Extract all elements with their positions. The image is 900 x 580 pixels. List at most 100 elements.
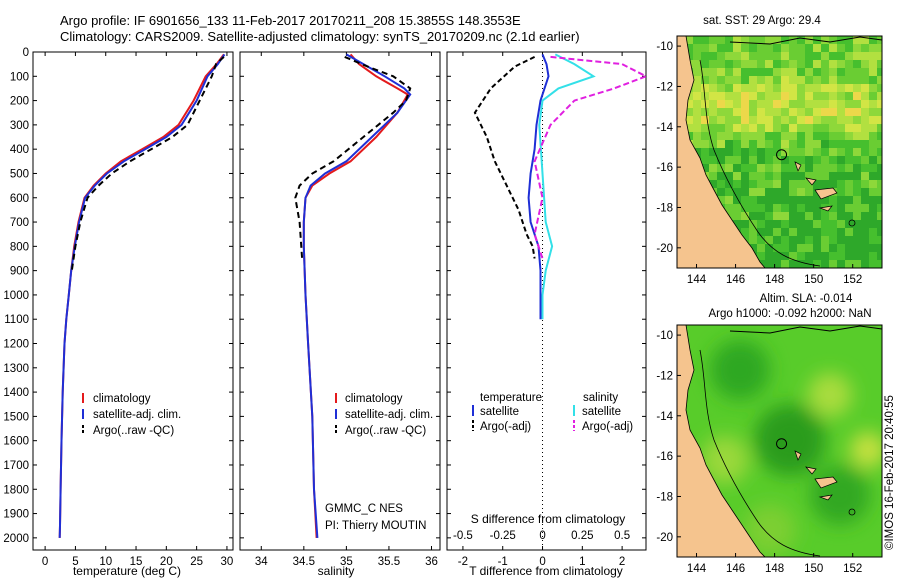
depth-tick-label: 200 — [10, 96, 29, 108]
sst-cell — [701, 108, 709, 116]
sst-cell — [709, 164, 717, 172]
sst-cell — [781, 92, 789, 100]
sst-cell — [765, 172, 773, 180]
argo-position-marker — [776, 149, 788, 161]
sst-cell — [869, 108, 877, 116]
sst-cell — [789, 220, 797, 228]
sst-cell — [741, 76, 749, 84]
sst-cell — [837, 156, 845, 164]
sst-cell — [853, 196, 861, 204]
diff-legend-t-argo-label: Argo(-adj) — [480, 421, 531, 433]
sst-cell — [749, 212, 757, 220]
sst-cell — [789, 236, 797, 244]
sst-cell — [837, 172, 845, 180]
sst-cell — [693, 76, 701, 84]
sst-cell — [781, 100, 789, 108]
sst-cell — [733, 212, 741, 220]
sst-cell — [869, 220, 877, 228]
sst-cell — [733, 68, 741, 76]
sst-cell — [853, 212, 861, 220]
sla-blob — [744, 504, 796, 556]
sst-cell — [709, 172, 717, 180]
sst-cell — [765, 252, 773, 260]
sst-cell — [725, 116, 733, 124]
sst-cell — [837, 188, 845, 196]
sst-cell — [717, 188, 725, 196]
sst-cell — [869, 164, 877, 172]
sst-cell — [845, 36, 853, 44]
sst-cell — [693, 108, 701, 116]
sst-cell — [717, 148, 725, 156]
sst-cell — [765, 204, 773, 212]
lat-tick-label: -10 — [656, 41, 673, 53]
depth-tick-label: 800 — [10, 241, 29, 253]
sst-cell — [773, 100, 781, 108]
sst-cell — [765, 132, 773, 140]
sst-cell — [829, 84, 837, 92]
sst-cell — [741, 220, 749, 228]
sst-cell — [773, 228, 781, 236]
sst-cell — [741, 180, 749, 188]
sla-blob — [701, 436, 749, 484]
sst-cell — [829, 236, 837, 244]
sst-cell — [821, 172, 829, 180]
sst-cell — [733, 220, 741, 228]
sst-cell — [733, 196, 741, 204]
sst-cell — [821, 132, 829, 140]
sst-cell — [829, 116, 837, 124]
sst-cell — [805, 148, 813, 156]
sst-cell — [845, 116, 853, 124]
sst-cell — [829, 100, 837, 108]
sst-cell — [821, 124, 829, 132]
sst-cell — [717, 36, 725, 44]
sla-blob — [808, 373, 852, 417]
sst-cell — [709, 52, 717, 60]
sst-cell — [725, 76, 733, 84]
sst-cell — [789, 180, 797, 188]
sst-cell — [765, 44, 773, 52]
sst-cell — [789, 92, 797, 100]
sst-cell — [877, 108, 882, 116]
sst-cell — [693, 84, 701, 92]
x-tick-label: 35.5 — [378, 556, 400, 568]
sst-cell — [877, 132, 882, 140]
s-tick-label: -0.5 — [453, 530, 473, 542]
sst-cell — [693, 132, 701, 140]
sst-cell — [797, 68, 805, 76]
sst-cell — [757, 36, 765, 44]
sst-cell — [749, 204, 757, 212]
sst-cell — [821, 180, 829, 188]
sst-cell — [797, 244, 805, 252]
sst-cell — [733, 100, 741, 108]
sst-cell — [853, 156, 861, 164]
sst-cell — [757, 212, 765, 220]
sst-cell — [693, 140, 701, 148]
sst-cell — [869, 68, 877, 76]
sst-cell — [877, 60, 882, 68]
sst-cell — [749, 172, 757, 180]
salinity-plot-frame — [239, 51, 441, 551]
sst-cell — [853, 116, 861, 124]
sst-cell — [725, 52, 733, 60]
sst-cell — [789, 36, 797, 44]
sst-cell — [837, 68, 845, 76]
sst-cell — [757, 180, 765, 188]
sst-cell — [877, 228, 882, 236]
sst-cell — [829, 220, 837, 228]
lon-tick-label: 144 — [687, 563, 707, 575]
sst-cell — [853, 244, 861, 252]
sst-cell — [853, 260, 861, 268]
sst-cell — [757, 84, 765, 92]
sst-cell — [749, 44, 757, 52]
sst-cell — [757, 188, 765, 196]
reef-contour — [699, 59, 821, 267]
sst-cell — [757, 204, 765, 212]
sst-cell — [725, 100, 733, 108]
x-tick-label: -1 — [498, 556, 508, 568]
sst-cell — [733, 36, 741, 44]
sst-cell — [845, 100, 853, 108]
sst-cell — [765, 236, 773, 244]
sst-cell — [805, 228, 813, 236]
sst-cell — [869, 60, 877, 68]
sst-cell — [725, 140, 733, 148]
